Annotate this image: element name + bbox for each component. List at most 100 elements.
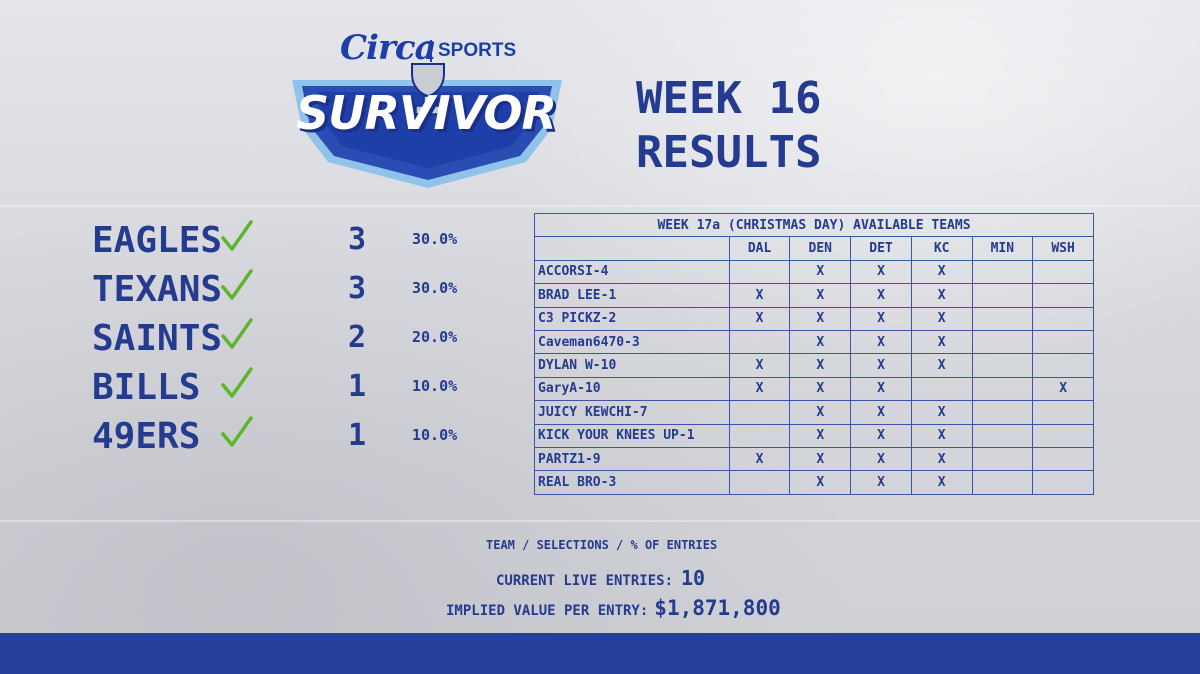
footer-bar	[0, 633, 1200, 674]
availability-cell	[971, 446, 1034, 472]
pick-row: SAINTS 2 20.0%	[92, 316, 492, 365]
logo-subtitle: PRO FOOTBALL CONTEST	[349, 132, 505, 145]
table-row: C3 PICKZ-2 X X X X	[534, 306, 1094, 331]
availability-cell	[1032, 400, 1094, 425]
pick-row: EAGLES 3 30.0%	[92, 218, 492, 267]
availability-cell: X	[910, 353, 973, 378]
pick-team: BILLS	[92, 367, 201, 408]
circa-survivor-logo: Circa SPORTS SURVIVOR PRO FOOTBALL CONTE…	[282, 22, 572, 192]
available-teams-table: WEEK 17a (CHRISTMAS DAY) AVAILABLE TEAMS…	[534, 212, 1094, 495]
availability-cell	[728, 470, 791, 495]
pick-selections: 2	[348, 320, 367, 355]
table-header-row: DAL DEN DET KC MIN WSH	[534, 236, 1094, 261]
availability-cell	[971, 353, 1034, 378]
pick-percentage: 10.0%	[412, 426, 458, 444]
availability-cell: X	[789, 400, 852, 425]
entry-name: REAL BRO-3	[534, 470, 730, 495]
entry-name: BRAD LEE-1	[534, 283, 730, 308]
column-header: DEN	[789, 236, 852, 261]
column-header: WSH	[1032, 236, 1094, 261]
column-header: MIN	[971, 236, 1034, 261]
table-row: BRAD LEE-1 X X X X	[534, 283, 1094, 308]
availability-cell: X	[850, 353, 912, 378]
page-title: WEEK 16 RESULTS	[636, 72, 821, 180]
availability-cell: X	[728, 446, 791, 472]
check-icon	[221, 416, 253, 447]
availability-cell: X	[789, 470, 852, 495]
check-icon	[221, 367, 253, 398]
availability-cell	[1032, 283, 1094, 308]
availability-cell: X	[850, 423, 912, 448]
availability-cell: X	[789, 423, 852, 448]
availability-cell	[971, 376, 1034, 402]
availability-cell	[971, 329, 1034, 355]
availability-cell	[728, 329, 791, 355]
column-header: DET	[850, 236, 912, 261]
check-icon	[221, 318, 253, 349]
column-header: DAL	[728, 236, 791, 261]
implied-value-amount: $1,871,800	[654, 596, 781, 620]
availability-cell	[1032, 353, 1094, 378]
availability-cell: X	[910, 400, 973, 425]
check-icon	[221, 269, 253, 300]
entry-name: ACCORSI-4	[534, 259, 730, 285]
check-icon	[221, 220, 253, 251]
pick-results-list: EAGLES 3 30.0% TEXANS 3 30.0% SAINTS 2 20.0% BILL…	[92, 218, 492, 463]
availability-cell: X	[850, 259, 912, 285]
table-row: Caveman6470-3 X X X	[534, 329, 1094, 355]
availability-cell	[971, 470, 1034, 495]
entry-name: PARTZ1-9	[534, 446, 730, 472]
pick-percentage: 30.0%	[412, 230, 458, 248]
title-line-1: WEEK 16	[636, 73, 822, 124]
availability-cell	[728, 259, 791, 285]
availability-cell	[1032, 259, 1094, 285]
live-entries-label: CURRENT LIVE ENTRIES:	[496, 573, 674, 589]
entry-name: C3 PICKZ-2	[534, 306, 730, 331]
availability-cell	[971, 283, 1034, 308]
availability-cell: X	[910, 259, 973, 285]
live-entries-value: 10	[681, 566, 706, 590]
availability-cell	[1032, 306, 1094, 331]
table-row: GaryA-10 X X X X	[534, 376, 1094, 402]
availability-cell	[728, 423, 791, 448]
availability-cell: X	[850, 446, 912, 472]
brand-sports: SPORTS	[438, 40, 517, 61]
availability-cell	[971, 306, 1034, 331]
table-caption: WEEK 17a (CHRISTMAS DAY) AVAILABLE TEAMS	[534, 212, 1094, 238]
availability-cell: X	[728, 306, 791, 331]
availability-cell	[910, 376, 973, 402]
column-header: KC	[910, 236, 973, 261]
table-row: KICK YOUR KNEES UP-1 X X X	[534, 423, 1094, 448]
survivor-wordmark: SURVIVOR	[296, 86, 557, 140]
availability-cell: X	[850, 376, 912, 402]
availability-cell: X	[910, 329, 973, 355]
pick-percentage: 10.0%	[412, 377, 458, 395]
pick-team: SAINTS	[92, 318, 223, 359]
availability-cell: X	[728, 353, 791, 378]
availability-cell: X	[728, 376, 791, 402]
pick-percentage: 30.0%	[412, 279, 458, 297]
entry-name: Caveman6470-3	[534, 329, 730, 355]
availability-cell: X	[910, 423, 973, 448]
availability-cell	[971, 423, 1034, 448]
availability-cell: X	[789, 376, 852, 402]
pick-row: BILLS 1 10.0%	[92, 365, 492, 414]
availability-cell	[971, 259, 1034, 285]
table-row: PARTZ1-9 X X X X	[534, 446, 1094, 472]
pick-row: TEXANS 3 30.0%	[92, 267, 492, 316]
availability-cell: X	[910, 306, 973, 331]
pick-selections: 3	[348, 222, 367, 257]
legend-text: TEAM / SELECTIONS / % OF ENTRIES	[486, 538, 718, 552]
implied-value-label: IMPLIED VALUE PER ENTRY:	[446, 603, 649, 619]
availability-cell	[728, 400, 791, 425]
pick-row: 49ERS 1 10.0%	[92, 414, 492, 463]
availability-cell: X	[850, 329, 912, 355]
availability-cell	[1032, 423, 1094, 448]
pick-team: TEXANS	[92, 269, 223, 310]
table-row: DYLAN W-10 X X X X	[534, 353, 1094, 378]
pick-selections: 3	[348, 271, 367, 306]
availability-cell	[1032, 446, 1094, 472]
entry-name: GaryA-10	[534, 376, 730, 402]
availability-cell: X	[910, 446, 973, 472]
availability-cell: X	[910, 470, 973, 495]
